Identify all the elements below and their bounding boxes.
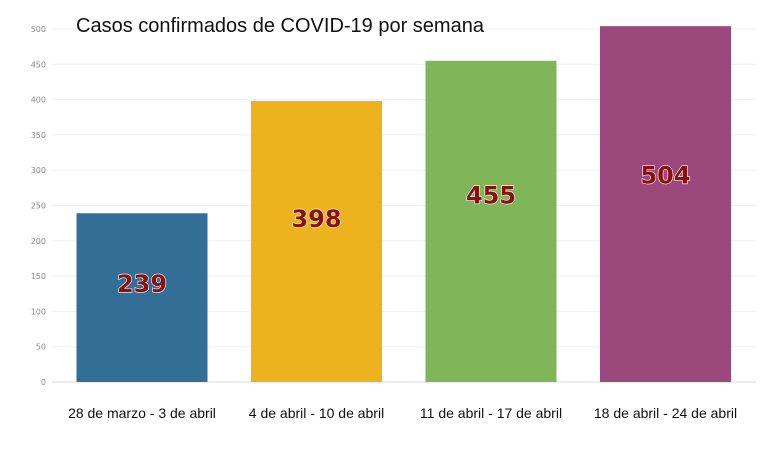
y-tick-label: 200 bbox=[31, 237, 46, 246]
y-tick-label: 500 bbox=[31, 25, 46, 34]
bar bbox=[76, 213, 208, 382]
bar bbox=[251, 101, 382, 383]
y-tick-label: 400 bbox=[31, 96, 46, 105]
y-tick-label: 250 bbox=[31, 202, 46, 211]
bar bbox=[600, 26, 731, 383]
y-tick-label: 0 bbox=[41, 378, 46, 387]
y-axis: 0 50 100 150 200 250 300 350 400 450 500 bbox=[31, 25, 46, 387]
bars bbox=[76, 26, 731, 383]
chart-title: Casos confirmados de COVID-19 por semana bbox=[76, 15, 485, 37]
bar bbox=[425, 60, 557, 383]
data-label: 455 bbox=[466, 182, 516, 210]
y-tick-label: 300 bbox=[31, 166, 46, 175]
x-tick-label: 28 de marzo - 3 de abril bbox=[68, 405, 216, 421]
x-tick-label: 11 de abril - 17 de abril bbox=[420, 405, 562, 421]
y-tick-label: 50 bbox=[36, 343, 46, 352]
y-tick-label: 100 bbox=[31, 307, 46, 316]
x-tick-label: 18 de abril - 24 de abril bbox=[594, 405, 737, 421]
data-label: 504 bbox=[640, 162, 690, 190]
data-label: 239 bbox=[117, 270, 167, 298]
data-label: 398 bbox=[291, 205, 341, 233]
value-labels: 239 398 455 504 bbox=[116, 161, 691, 299]
y-tick-label: 450 bbox=[31, 60, 46, 69]
x-tick-label: 4 de abril - 10 de abril bbox=[249, 405, 384, 421]
x-axis: 28 de marzo - 3 de abril 4 de abril - 10 … bbox=[68, 405, 737, 421]
y-tick-label: 150 bbox=[31, 272, 46, 281]
y-tick-label: 350 bbox=[31, 131, 46, 140]
